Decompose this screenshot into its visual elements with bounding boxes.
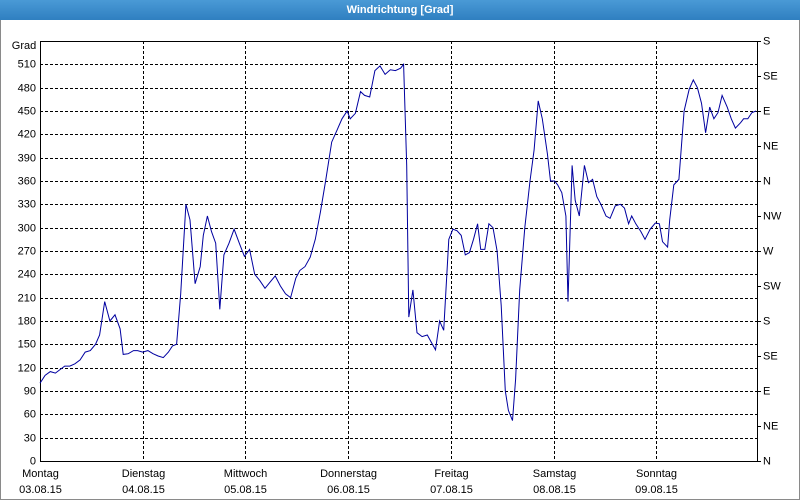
y2-tick-label: E	[763, 105, 770, 117]
x-tick-date: 07.08.15	[430, 484, 473, 496]
y-tick-label: 480	[18, 82, 36, 94]
x-tick-label: Samstag	[533, 468, 576, 480]
y-tick-label: 450	[18, 105, 36, 117]
y2-tick-label: SE	[763, 70, 778, 82]
plot-frame	[40, 41, 758, 462]
y-tick-label: 240	[18, 268, 36, 280]
y2-tick-label: N	[763, 455, 771, 467]
y-tick-label: 360	[18, 175, 36, 187]
y-tick-label: 90	[24, 385, 36, 397]
y-tick-label: 390	[18, 152, 36, 164]
chart-title: Windrichtung [Grad]	[347, 4, 454, 16]
y-tick-label: 60	[24, 408, 36, 420]
y2-tick-label: NE	[763, 140, 778, 152]
y2-tick-label: S	[763, 315, 770, 327]
x-tick-label: Mittwoch	[224, 468, 267, 480]
x-tick-label: Sonntag	[636, 468, 677, 480]
data-line	[39, 62, 757, 421]
y-tick-label: 210	[18, 292, 36, 304]
y2-tick-label: NE	[763, 420, 778, 432]
x-tick-date: 03.08.15	[19, 484, 62, 496]
y2-tick-label: SW	[763, 280, 781, 292]
y-tick-label: 420	[18, 128, 36, 140]
y-tick-label: 270	[18, 245, 36, 257]
y2-tick-label: S	[763, 35, 770, 47]
title-bar	[0, 0, 800, 20]
y-tick-label: 0	[30, 455, 36, 467]
y-tick-label: 330	[18, 198, 36, 210]
y-tick-label: 30	[24, 432, 36, 444]
y-tick-label: 150	[18, 338, 36, 350]
x-tick-label: Dienstag	[122, 468, 165, 480]
y-tick-label: 180	[18, 315, 36, 327]
y2-tick-label: W	[763, 245, 774, 257]
y-tick-label: 510	[18, 58, 36, 70]
x-tick-date: 04.08.15	[122, 484, 165, 496]
y2-tick-label: SE	[763, 350, 778, 362]
x-tick-date: 05.08.15	[224, 484, 267, 496]
x-tick-date: 06.08.15	[327, 484, 370, 496]
y-tick-label: 120	[18, 362, 36, 374]
x-tick-label: Freitag	[434, 468, 468, 480]
y2-tick-label: NW	[763, 210, 782, 222]
y2-tick-label: E	[763, 385, 770, 397]
y-axis-label: Grad	[12, 40, 36, 52]
x-tick-label: Donnerstag	[320, 468, 377, 480]
x-tick-date: 09.08.15	[635, 484, 678, 496]
x-tick-date: 08.08.15	[533, 484, 576, 496]
x-tick-label: Montag	[22, 468, 59, 480]
y-tick-label: 300	[18, 222, 36, 234]
y2-tick-label: N	[763, 175, 771, 187]
